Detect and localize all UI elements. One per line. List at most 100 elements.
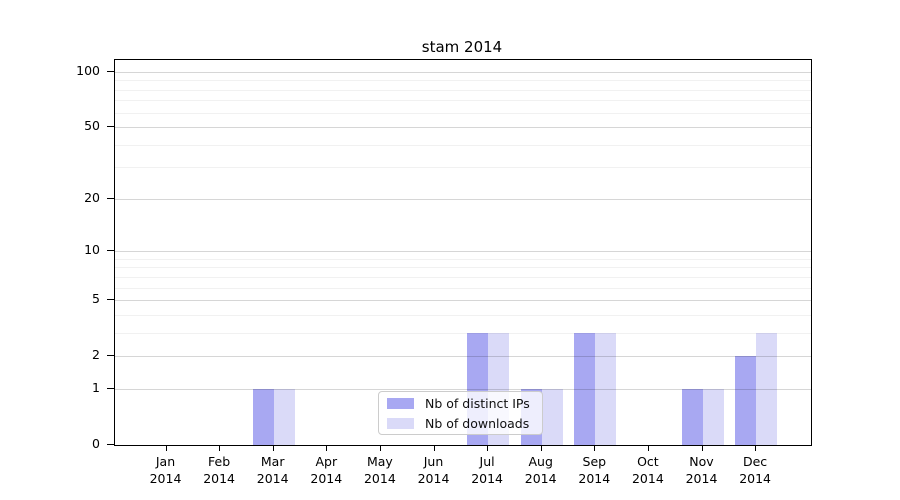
x-tick-label: May 2014 <box>352 453 408 487</box>
x-tick-mark <box>165 445 167 451</box>
minor-gridline <box>115 258 811 260</box>
x-tick-label: Feb 2014 <box>191 453 247 487</box>
bar-distinct-ips-nov <box>681 388 703 445</box>
x-tick-year: 2014 <box>578 471 611 486</box>
bar-distinct-ips-sep <box>574 332 596 445</box>
x-tick-label: Jun 2014 <box>406 453 462 487</box>
x-tick-year: 2014 <box>203 471 235 486</box>
bar-downloads-sep <box>595 332 617 445</box>
x-tick-month: Jun <box>423 454 444 469</box>
x-tick-mark <box>647 445 649 451</box>
minor-gridline <box>115 100 811 102</box>
legend-label: Nb of downloads <box>425 415 530 431</box>
x-tick-month: Oct <box>637 454 659 469</box>
x-tick-mark <box>540 445 542 451</box>
minor-gridline <box>115 167 811 169</box>
y-tick-label: 50 <box>84 118 100 134</box>
x-tick-month: Feb <box>208 454 231 469</box>
x-tick-mark <box>433 445 435 451</box>
x-tick-month: May <box>366 454 393 469</box>
bar-downloads-aug <box>541 388 563 445</box>
bar-downloads-mar <box>273 388 295 445</box>
x-tick-month: Sep <box>582 454 607 469</box>
legend-swatch <box>387 397 414 409</box>
x-tick-label: Sep 2014 <box>566 453 622 487</box>
y-tick-mark <box>107 70 114 72</box>
y-tick-label: 20 <box>84 189 100 205</box>
bar-downloads-dec <box>756 332 778 445</box>
x-tick-mark <box>326 445 328 451</box>
y-tick-label: 10 <box>84 242 100 258</box>
x-tick-month: Nov <box>689 454 714 469</box>
y-tick-mark <box>107 355 114 357</box>
x-tick-month: Mar <box>260 454 285 469</box>
y-tick-mark <box>107 387 114 389</box>
minor-gridline <box>115 332 811 334</box>
x-tick-label: Oct 2014 <box>620 453 676 487</box>
bar-distinct-ips-dec <box>735 356 757 445</box>
x-tick-year: 2014 <box>631 471 664 486</box>
major-gridline <box>115 300 811 302</box>
minor-gridline <box>115 276 811 278</box>
y-tick-mark <box>107 197 114 199</box>
y-tick-mark <box>107 250 114 252</box>
x-tick-mark <box>755 445 757 451</box>
x-tick-label: Mar 2014 <box>245 453 301 487</box>
minor-gridline <box>115 267 811 269</box>
x-tick-year: 2014 <box>524 471 557 486</box>
x-tick-mark <box>701 445 703 451</box>
x-tick-label: Dec 2014 <box>727 453 783 487</box>
x-tick-label: Jul 2014 <box>459 453 515 487</box>
x-tick-label: Nov 2014 <box>674 453 730 487</box>
x-tick-month: Apr <box>315 454 338 469</box>
x-tick-label: Aug 2014 <box>513 453 569 487</box>
minor-gridline <box>115 314 811 316</box>
plot-area <box>114 59 812 446</box>
chart-title: stam 2014 <box>421 38 503 56</box>
x-tick-mark <box>272 445 274 451</box>
x-tick-year: 2014 <box>256 471 289 486</box>
x-tick-year: 2014 <box>685 471 718 486</box>
x-tick-label: Apr 2014 <box>298 453 354 487</box>
minor-gridline <box>115 287 811 289</box>
legend-label: Nb of distinct IPs <box>425 395 530 411</box>
bar-distinct-ips-mar <box>252 388 274 445</box>
major-gridline <box>115 127 811 129</box>
major-gridline <box>115 388 811 390</box>
x-tick-year: 2014 <box>149 471 182 486</box>
y-tick-mark <box>107 444 114 445</box>
major-gridline <box>115 198 811 200</box>
y-tick-mark <box>107 126 114 128</box>
x-tick-year: 2014 <box>363 471 396 486</box>
y-tick-label: 1 <box>92 379 100 395</box>
x-tick-label: Jan 2014 <box>138 453 194 487</box>
y-tick-label: 5 <box>92 291 100 307</box>
bar-downloads-nov <box>702 388 724 445</box>
y-tick-label: 0 <box>92 436 100 451</box>
legend-swatch <box>387 417 414 429</box>
legend-entry: Nb of distinct IPs <box>387 395 534 412</box>
x-tick-year: 2014 <box>310 471 343 486</box>
legend: Nb of distinct IPs Nb of downloads <box>378 391 543 435</box>
x-tick-year: 2014 <box>739 471 771 486</box>
x-tick-mark <box>487 445 489 451</box>
x-tick-month: Jul <box>479 454 495 469</box>
x-tick-year: 2014 <box>471 471 503 486</box>
x-tick-month: Aug <box>528 454 553 469</box>
y-tick-label: 100 <box>76 62 100 78</box>
minor-gridline <box>115 144 811 146</box>
x-tick-mark <box>219 445 221 451</box>
legend-entry: Nb of downloads <box>387 415 534 432</box>
x-tick-month: Jan <box>155 454 176 469</box>
minor-gridline <box>115 89 811 91</box>
x-tick-year: 2014 <box>417 471 450 486</box>
minor-gridline <box>115 112 811 114</box>
major-gridline <box>115 251 811 253</box>
y-tick-label: 2 <box>92 347 100 363</box>
major-gridline <box>115 71 811 73</box>
x-tick-mark <box>379 445 381 451</box>
major-gridline <box>115 356 811 358</box>
minor-gridline <box>115 80 811 82</box>
y-tick-mark <box>107 299 114 301</box>
